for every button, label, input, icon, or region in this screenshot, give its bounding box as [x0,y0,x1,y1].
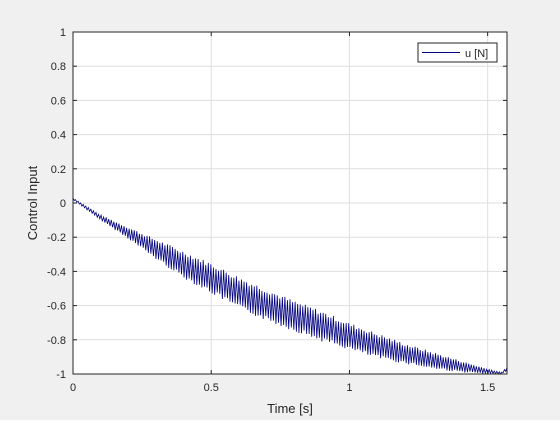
y-tick-label: -0.4 [47,266,66,278]
y-tick-label: 0.4 [51,130,66,142]
legend: u [N] [417,42,498,63]
y-tick-label: 0.2 [51,164,66,176]
y-tick-label: -1 [56,369,66,381]
x-tick-label: 1.5 [480,382,495,394]
y-tick-label: 1 [60,27,66,39]
y-tick-label: 0.8 [51,61,66,73]
x-tick-label: 0 [70,382,76,394]
x-tick-label: 1 [346,382,352,394]
x-tick-label: 0.5 [204,382,219,394]
x-ticks: 0 0.5 1 1.5 [70,32,495,394]
y-ticks: -1 -0.8 -0.6 -0.4 -0.2 0 0.2 0.4 0.6 0.8 1 [47,27,507,381]
y-axis-label: Control Input [25,165,40,240]
y-tick-label: -0.2 [47,232,66,244]
y-tick-label: -0.6 [47,301,66,313]
y-tick-label: 0 [60,198,66,210]
y-tick-label: -0.8 [47,335,66,347]
x-axis-label: Time [s] [267,401,313,416]
series-line [72,197,508,375]
series-group [72,197,508,375]
legend-label: u [N] [465,48,488,60]
y-tick-label: 0.6 [51,95,66,107]
